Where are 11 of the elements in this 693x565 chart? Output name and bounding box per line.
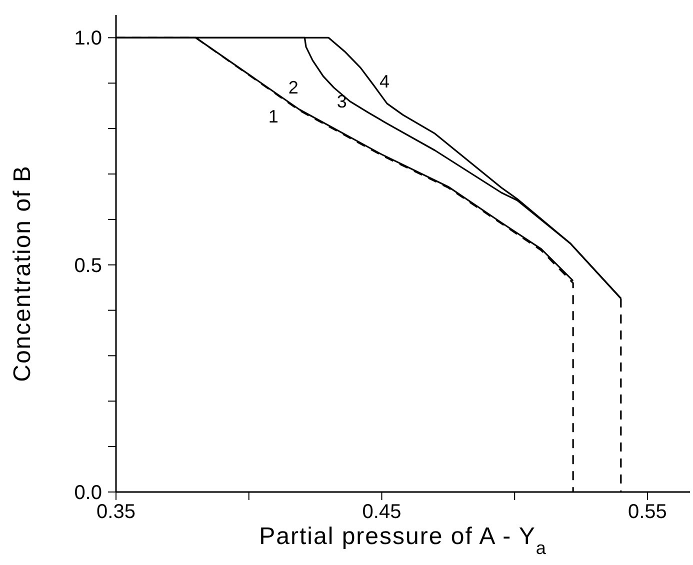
y-tick-label: 1.0 <box>74 28 102 50</box>
x-tick-label: 0.45 <box>362 501 402 523</box>
y-axis-title: Concentration of B <box>9 165 36 382</box>
y-tick-label: 0.5 <box>74 254 102 277</box>
series-label: 2 <box>288 77 298 98</box>
y-tick-label: 0.0 <box>74 482 102 504</box>
x-tick-label: 0.35 <box>96 501 136 523</box>
x-axis-title: Partial pressure of A - Y$_{a}$ <box>259 523 547 558</box>
series-label: 4 <box>379 72 390 92</box>
x-tick-label: 0.55 <box>628 501 667 523</box>
series-label: 1 <box>268 106 278 126</box>
